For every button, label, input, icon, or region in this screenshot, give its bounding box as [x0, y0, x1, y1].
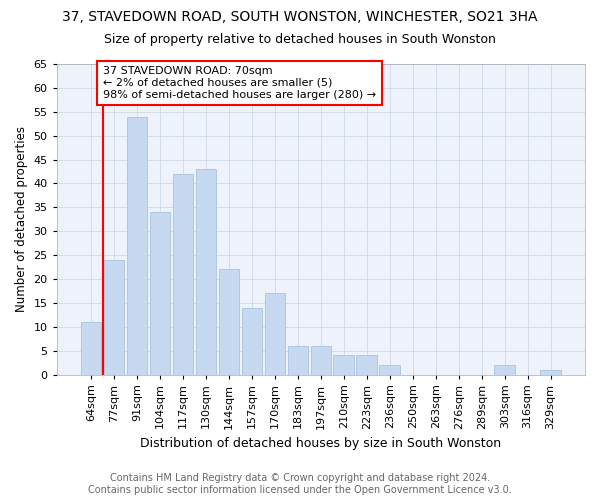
Text: Size of property relative to detached houses in South Wonston: Size of property relative to detached ho… [104, 32, 496, 46]
Bar [334, 356, 354, 374]
Bar [104, 260, 124, 374]
Text: Contains HM Land Registry data © Crown copyright and database right 2024.
Contai: Contains HM Land Registry data © Crown c… [88, 474, 512, 495]
X-axis label: Distribution of detached houses by size in South Wonston: Distribution of detached houses by size … [140, 437, 502, 450]
Bar [127, 116, 148, 374]
Bar [265, 294, 285, 374]
Bar [287, 346, 308, 374]
Y-axis label: Number of detached properties: Number of detached properties [15, 126, 28, 312]
Bar [494, 365, 515, 374]
Bar [311, 346, 331, 374]
Text: 37, STAVEDOWN ROAD, SOUTH WONSTON, WINCHESTER, SO21 3HA: 37, STAVEDOWN ROAD, SOUTH WONSTON, WINCH… [62, 10, 538, 24]
Text: 37 STAVEDOWN ROAD: 70sqm
← 2% of detached houses are smaller (5)
98% of semi-det: 37 STAVEDOWN ROAD: 70sqm ← 2% of detache… [103, 66, 376, 100]
Bar [149, 212, 170, 374]
Bar [541, 370, 561, 374]
Bar [218, 270, 239, 374]
Bar [173, 174, 193, 374]
Bar [81, 322, 101, 374]
Bar [379, 365, 400, 374]
Bar [242, 308, 262, 374]
Bar [356, 356, 377, 374]
Bar [196, 169, 216, 374]
